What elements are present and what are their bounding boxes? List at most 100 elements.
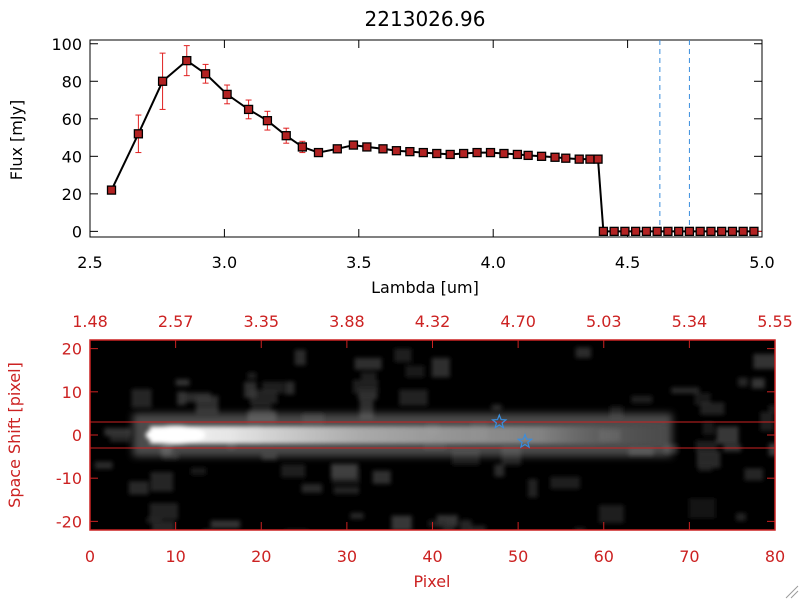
image-panel: 0 10 20 30 40 50 60 70 80 1.48 2.57 3.35 3.88 4.32 4.… [5,312,793,591]
noise-blob [294,349,306,366]
noise-blob [333,486,360,495]
star-marker-icon [491,413,508,430]
spectrum-y-ticks: 0 20 40 60 80 100 [51,35,762,241]
noise-blob [261,453,277,460]
flux-data-point [574,154,584,164]
image-y-axis-label: Space Shift [pixel] [5,362,24,508]
noise-blob [146,517,162,524]
noise-blob [460,520,472,530]
flux-data-point [684,226,695,237]
image-x-ticks: 0 10 20 30 40 50 60 70 80 [85,522,785,566]
flux-data-point [598,226,609,237]
star-marker-icon [516,432,534,449]
image-x-tick-label: 60 [594,547,614,566]
noise-blob [352,379,379,394]
image-top-tick-label: 5.55 [757,312,793,331]
wavelength-marker-lines [659,40,690,237]
flux-data-point [727,226,738,237]
noise-blob [350,512,364,519]
image-x-tick-label: 0 [85,547,95,566]
noise-blob [284,381,295,395]
spectrum-x-tick-label: 5.0 [749,253,774,272]
flux-data-point [609,226,619,237]
flux-data-point [523,150,533,161]
flux-data-point [485,147,496,158]
noise-blob [149,503,178,520]
noise-blob [751,378,765,389]
noise-blob [177,391,186,406]
flux-data-point [243,104,254,115]
noise-blob [128,481,149,495]
noise-blob [574,527,586,530]
image-top-tick-label: 5.03 [586,312,622,331]
image-x-tick-label: 40 [422,547,442,566]
flux-data-point [749,226,759,237]
image-x-tick-label: 70 [679,547,699,566]
spectrum-y-axis-label: Flux [mJy] [7,100,26,181]
noise-blob [360,372,377,385]
spectrum-x-tick-label: 4.0 [480,253,505,272]
extraction-window-lines [90,421,775,449]
noise-blob [399,389,428,406]
noise-blob [550,476,580,489]
noise-blob [354,357,382,370]
noise-blob [695,440,717,453]
flux-data-point [706,226,716,237]
flux-data-point [200,69,211,79]
image-y-tick-label: 0 [72,426,82,445]
flux-data-point [362,142,372,152]
image-y-tick-label: -10 [56,469,82,488]
flux-data-point [738,226,748,237]
image-top-tick-label: 5.34 [672,312,708,331]
noise-blob [281,464,306,478]
flux-series-points [106,55,759,237]
noise-blob [190,467,206,475]
flux-data-point [281,131,291,141]
noise-blob [575,347,591,358]
spectrum-y-tick-label: 100 [51,35,82,54]
spectrum-y-tick-label: 60 [62,110,82,129]
noise-blob [688,498,716,519]
flux-data-point [472,147,482,158]
flux-data-point [652,226,662,237]
noise-blob [671,387,700,394]
spectrum-image [90,340,775,530]
noise-blob [181,392,212,403]
spectrum-plot-frame [89,39,763,238]
noise-blob [175,379,190,386]
noise-blob [736,513,746,522]
image-top-tick-label: 1.48 [72,312,108,331]
spectrum-x-tick-label: 3.5 [346,253,371,272]
flux-data-point [432,148,442,159]
image-top-tick-label: 3.35 [243,312,279,331]
flux-data-point [695,226,705,237]
image-x-tick-label: 10 [165,547,185,566]
error-bars [135,45,762,232]
noise-blob [694,392,711,406]
flux-data-point [585,154,595,164]
image-y-tick-label: 10 [62,383,82,402]
flux-data-point [641,226,652,237]
noise-blob [698,464,712,472]
noise-blob [494,464,505,477]
flux-data-point [405,146,415,157]
noise-blob [442,523,455,530]
resize-grip-icon[interactable] [785,585,799,599]
flux-data-point [717,226,727,237]
noise-blob [428,520,448,528]
noise-blob [716,426,739,445]
flux-data-point [222,89,232,100]
noise-blob [391,515,412,530]
noise-blob [702,422,715,435]
noise-blob [131,389,152,408]
image-top-tick-label: 4.70 [500,312,536,331]
flux-data-point [332,144,342,154]
image-y-tick-label: 20 [62,340,82,359]
noise-blob [210,520,241,529]
noise-blob [768,443,775,456]
noise-blob [262,381,284,394]
flux-data-point [262,116,273,126]
spectrum-x-ticks: 2.5 3.0 3.5 4.0 4.5 5.0 [77,40,775,272]
flux-data-point [458,148,469,159]
